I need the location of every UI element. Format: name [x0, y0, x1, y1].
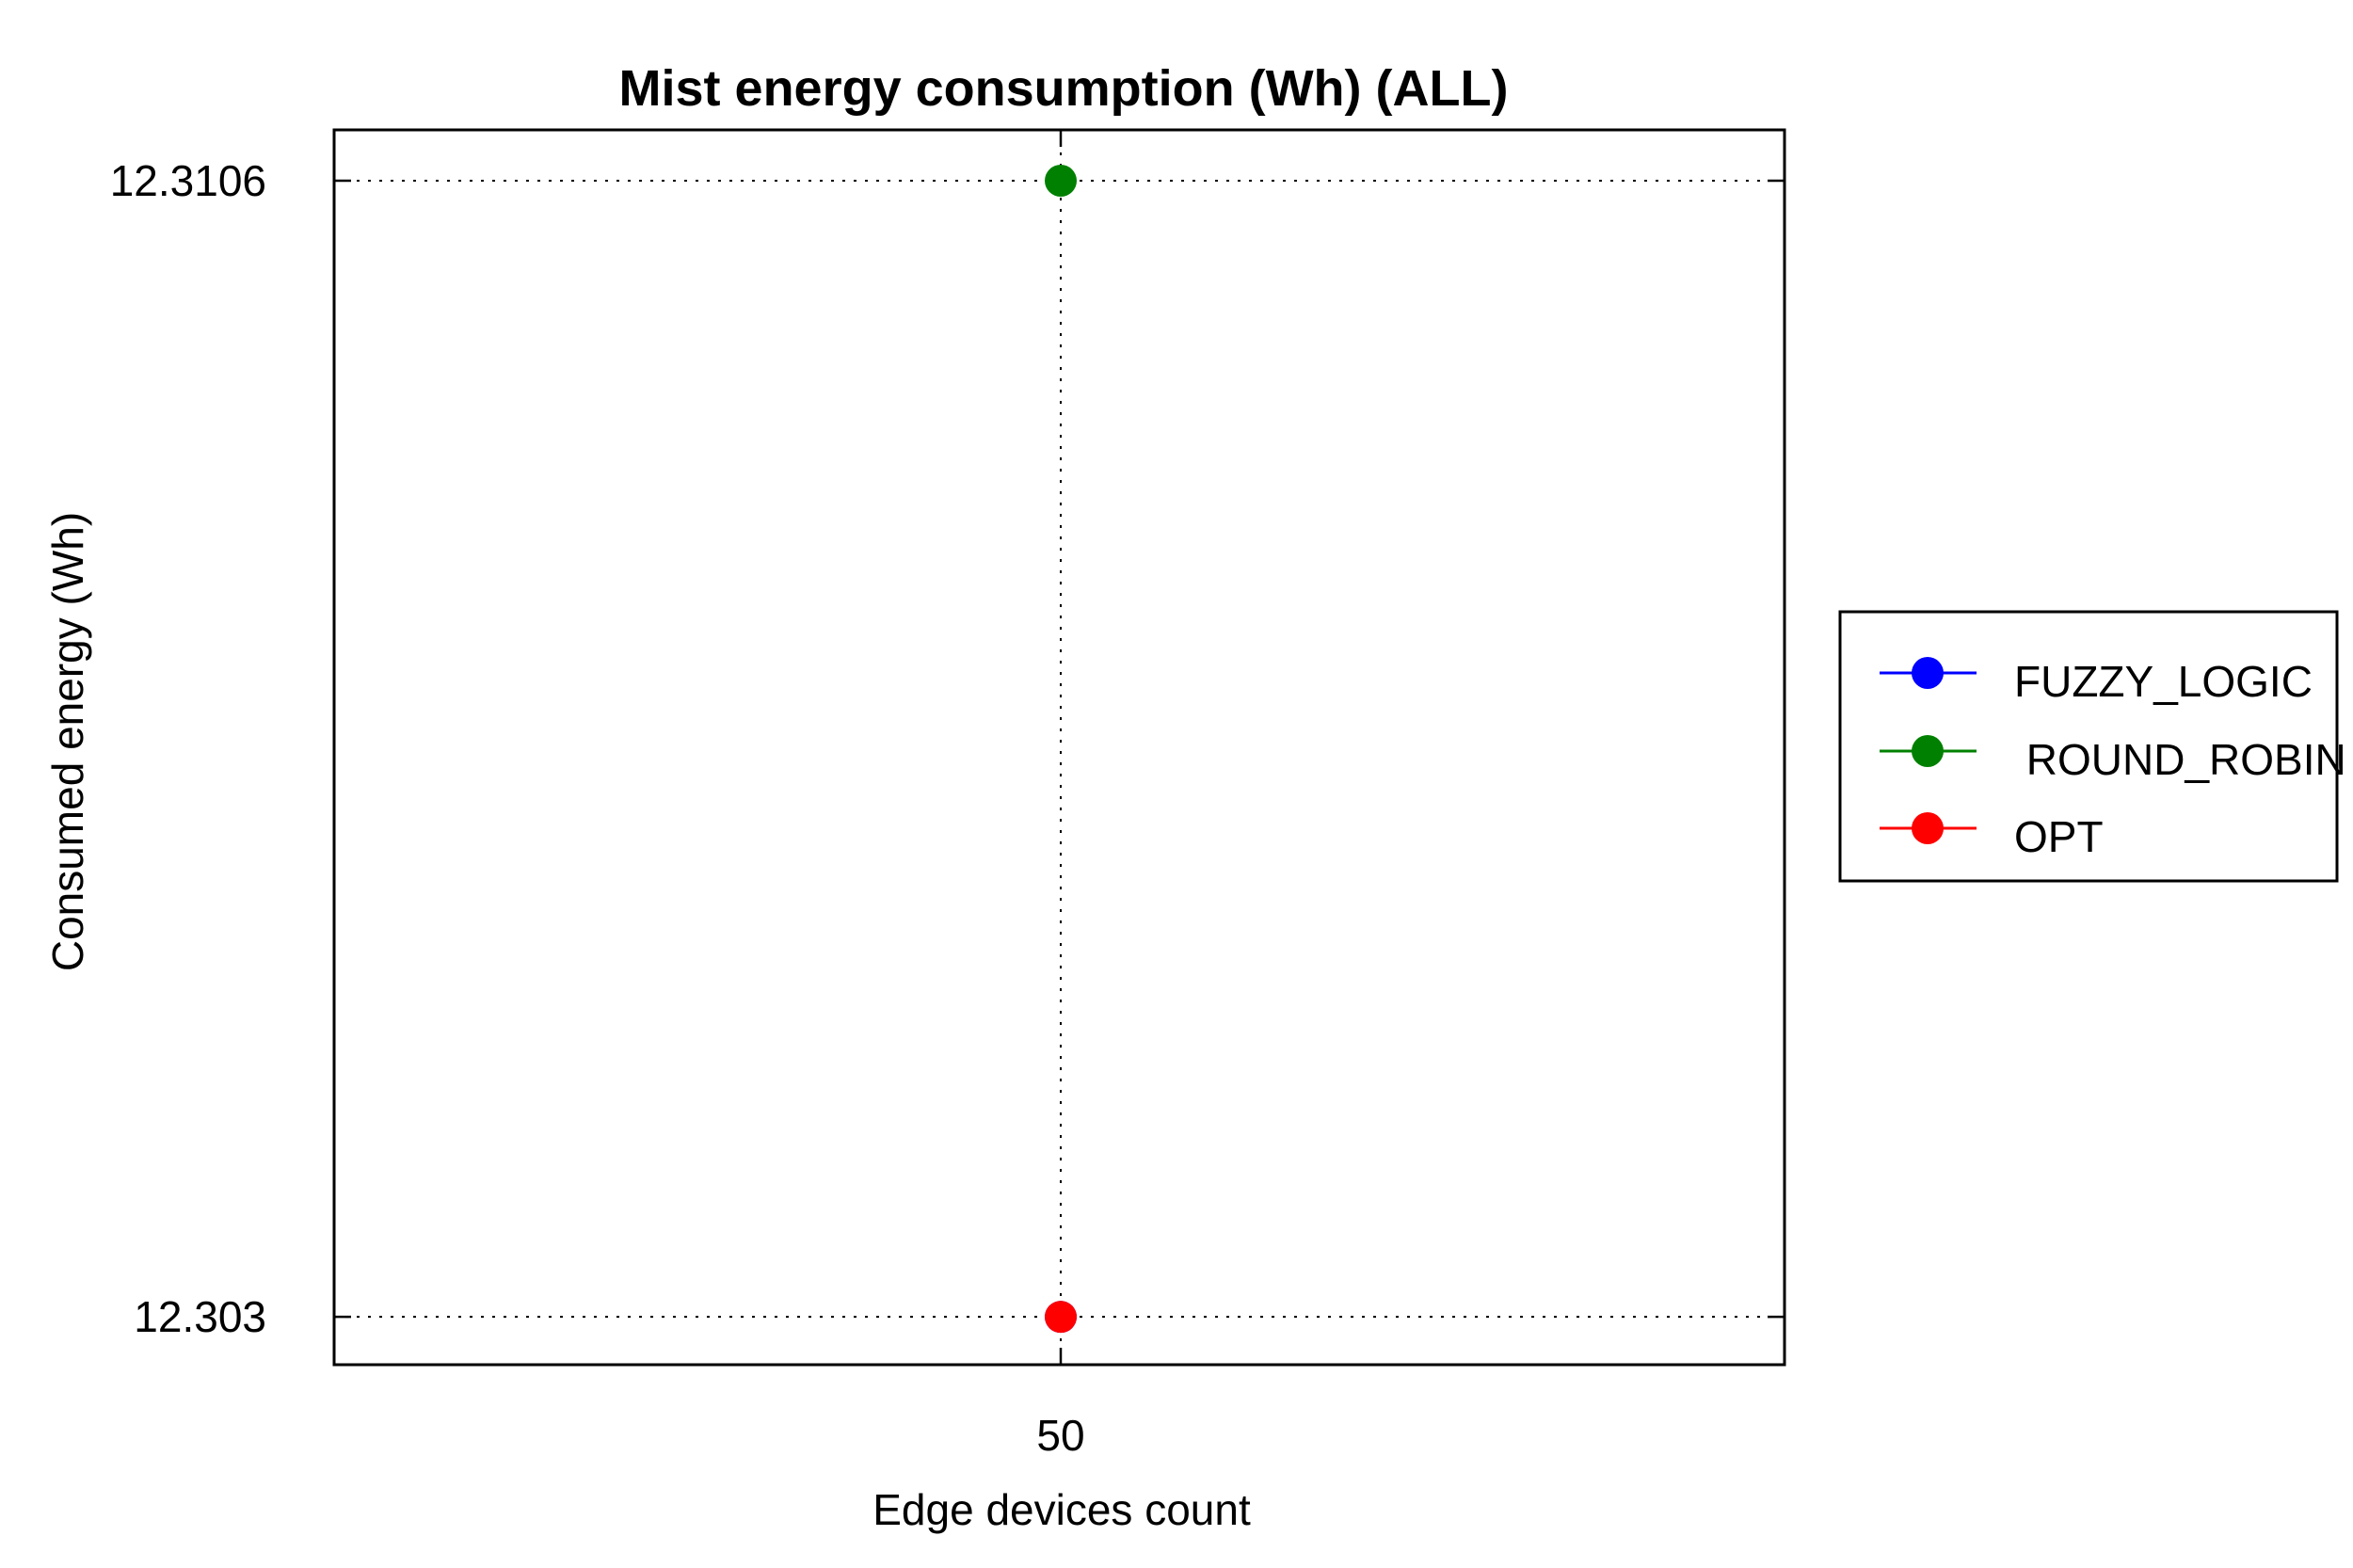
legend-label: OPT — [2014, 812, 2104, 861]
plot-frame — [332, 128, 1786, 1367]
data-point — [1045, 1301, 1077, 1334]
legend-items: FUZZY_LOGIC ROUND_ROBIN OPT — [1880, 657, 2346, 861]
x-axis-label: Edge devices count — [872, 1485, 1251, 1534]
chart-title: Mist energy consumption (Wh) (ALL) — [619, 60, 1509, 117]
legend-swatch-marker — [1912, 657, 1944, 689]
y-tick-label: 12.303 — [134, 1292, 266, 1341]
y-axis-label: Consumed energy (Wh) — [43, 512, 92, 971]
y-tick-label: 12.3106 — [110, 156, 266, 205]
data-points — [1045, 165, 1077, 1334]
legend: FUZZY_LOGIC ROUND_ROBIN OPT — [1838, 610, 2346, 883]
legend-swatch-marker — [1912, 812, 1944, 844]
axis-ticks: 12.3106 12.303 50 — [110, 130, 1785, 1460]
legend-swatch-marker — [1912, 735, 1944, 767]
legend-label: FUZZY_LOGIC — [2014, 657, 2313, 706]
x-tick-label: 50 — [1036, 1411, 1084, 1460]
legend-label: ROUND_ROBIN — [2014, 735, 2346, 784]
grid-lines — [334, 130, 1785, 1365]
data-point — [1045, 165, 1077, 198]
